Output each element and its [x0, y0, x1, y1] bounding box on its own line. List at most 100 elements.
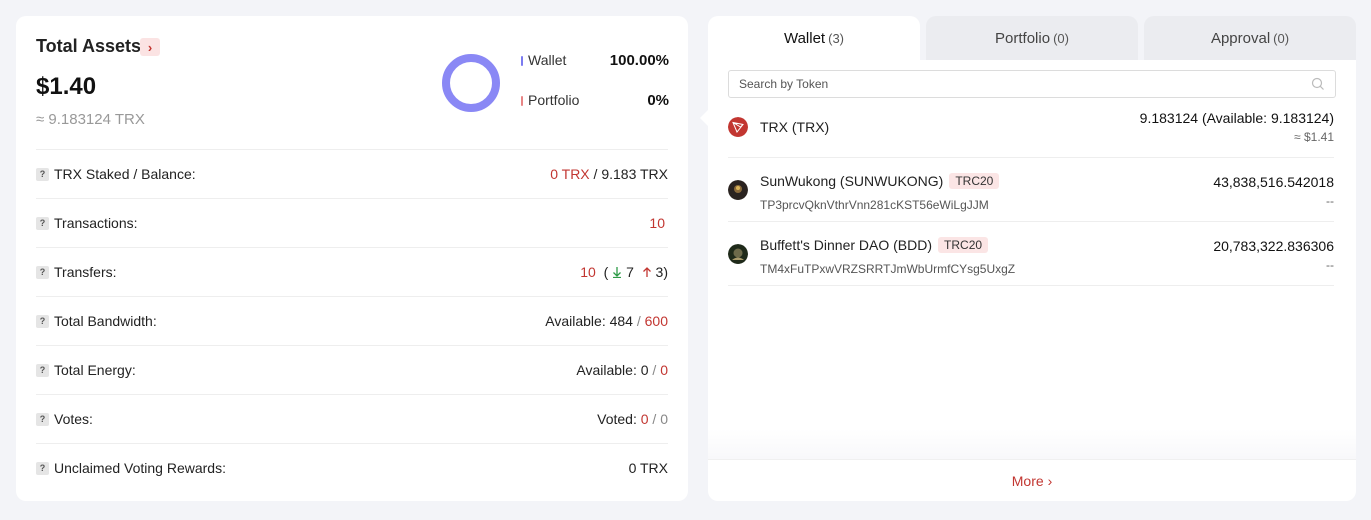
assets-donut-chart [442, 54, 500, 112]
tab-count: (0) [1053, 30, 1069, 46]
chevron-right-icon: › [1047, 472, 1053, 489]
token-name-text: SunWukong (SUNWUKONG) [760, 173, 944, 189]
token-search-input[interactable] [728, 70, 1336, 98]
stat-label: Unclaimed Voting Rewards: [54, 460, 226, 476]
token-row-sunwukong[interactable]: SunWukong (SUNWUKONG) TRC20 TP3prcvQknVth… [728, 158, 1334, 222]
token-value: -- [1326, 258, 1334, 272]
legend-wallet: Wallet 100.00% [521, 52, 669, 72]
token-value: ≈ $1.41 [1294, 130, 1334, 144]
paren-open: ( [603, 264, 609, 280]
tab-approval[interactable]: Approval (0) [1144, 16, 1356, 60]
tab-wallet[interactable]: Wallet (3) [708, 16, 920, 60]
stat-row-staked: ? TRX Staked / Balance: 0 TRX / 9.183 TRX [36, 149, 668, 198]
stat-label: Transactions: [54, 215, 138, 231]
help-icon[interactable]: ? [36, 461, 49, 475]
more-button[interactable]: More › [708, 459, 1356, 501]
token-row-trx[interactable]: TRX (TRX) 9.183124 (Available: 9.183124)… [728, 100, 1334, 158]
bandwidth-total: 600 [644, 313, 668, 329]
token-balance: 9.183124 (Available: 9.183124) [1139, 110, 1334, 126]
legend-portfolio-label: Portfolio [528, 92, 580, 108]
bandwidth-available: Available: 484 [545, 313, 633, 329]
token-value: -- [1326, 194, 1334, 208]
transfers-count-link[interactable]: 10 [580, 264, 596, 280]
search-icon[interactable] [1311, 77, 1325, 91]
total-assets-trx: ≈ 9.183124 TRX [36, 111, 145, 128]
stat-label: Total Bandwidth: [54, 313, 157, 329]
help-icon[interactable]: ? [36, 363, 49, 377]
paren-close: ) [663, 264, 668, 280]
separator: / [593, 166, 598, 182]
tab-label: Portfolio [995, 29, 1051, 47]
list-fade [708, 429, 1356, 459]
tab-count: (0) [1273, 30, 1290, 46]
stat-row-votes: ? Votes: Voted: 0 / 0 [36, 394, 668, 443]
token-name[interactable]: SunWukong (SUNWUKONG) TRC20 [760, 173, 1000, 189]
tab-count: (3) [828, 30, 844, 46]
stat-row-bandwidth: ? Total Bandwidth: Available: 484 / 600 [36, 296, 668, 345]
more-label: More [1011, 472, 1044, 489]
sunwukong-token-icon [728, 180, 748, 200]
legend-portfolio: Portfolio 0% [521, 92, 669, 112]
token-name[interactable]: Buffett's Dinner DAO (BDD) TRC20 [760, 237, 989, 253]
legend-wallet-pct: 100.00% [609, 52, 669, 69]
stat-row-transactions: ? Transactions: 10 [36, 198, 668, 247]
balance-value: 9.183 TRX [601, 166, 668, 182]
token-contract-address[interactable]: TP3prcvQknVthrVnn281cKST56eWiLgJJM [760, 198, 989, 212]
arrow-up-icon [642, 267, 651, 277]
token-name-text: Buffett's Dinner DAO (BDD) [760, 237, 933, 253]
token-name-text: TRX (TRX) [760, 119, 830, 135]
tab-portfolio[interactable]: Portfolio (0) [926, 16, 1138, 60]
help-icon[interactable]: ? [36, 265, 49, 279]
token-row-bdd[interactable]: Buffett's Dinner DAO (BDD) TRC20 TM4xFuTP… [728, 222, 1334, 286]
token-contract-address[interactable]: TM4xFuTPxwVRZSRRTJmWbUrmfCYsg5UxgZ [760, 262, 1016, 276]
votes-voted: 0 [640, 411, 649, 427]
stat-row-transfers: ? Transfers: 10 ( 7 3 ) [36, 247, 668, 296]
total-assets-usd: $1.40 [36, 73, 97, 100]
transfers-in-count: 7 [626, 264, 634, 280]
rewards-value: 0 TRX [628, 460, 668, 476]
token-standard-badge: TRC20 [949, 173, 1000, 189]
wallet-panel: TRX (TRX) 9.183124 (Available: 9.183124)… [700, 60, 1356, 501]
panel-pointer [700, 110, 708, 126]
token-balance: 20,783,322.836306 [1213, 238, 1334, 254]
transfers-out-count: 3 [655, 264, 664, 280]
legend-portfolio-swatch [521, 96, 523, 106]
bdd-token-icon [728, 244, 748, 264]
legend-portfolio-pct: 0% [647, 92, 669, 109]
separator: / [652, 362, 657, 378]
token-holdings-card: Wallet(3) Portfolio(0) Approval(0) TRX (… [700, 16, 1356, 501]
votes-total: 0 [660, 411, 668, 427]
total-assets-card: Total Assets › $1.40 ≈ 9.183124 TRX Wall… [16, 16, 688, 501]
total-assets-title: Total Assets [36, 36, 142, 56]
help-icon[interactable]: ? [36, 216, 49, 230]
tab-label: Approval [1210, 29, 1271, 47]
separator: / [636, 313, 641, 329]
stat-row-energy: ? Total Energy: Available: 0 / 0 [36, 345, 668, 394]
separator: / [652, 411, 657, 427]
donut-wallet-segment [442, 54, 500, 112]
stat-label: TRX Staked / Balance: [54, 166, 196, 182]
help-icon[interactable]: ? [36, 167, 49, 181]
staked-value-link[interactable]: 0 TRX [550, 166, 590, 182]
transactions-count-link[interactable]: 10 [649, 215, 665, 231]
token-balance: 43,838,516.542018 [1213, 174, 1334, 190]
stat-label: Votes: [54, 411, 93, 427]
stat-row-rewards: ? Unclaimed Voting Rewards: 0 TRX [36, 443, 668, 492]
token-standard-badge: TRC20 [938, 237, 989, 253]
trx-token-icon [728, 117, 748, 137]
energy-total: 0 [660, 362, 668, 378]
legend-wallet-label: Wallet [528, 52, 567, 68]
token-name[interactable]: TRX (TRX) [760, 119, 829, 135]
legend-wallet-swatch [521, 56, 523, 66]
stat-label: Transfers: [54, 264, 117, 280]
stats-list: ? TRX Staked / Balance: 0 TRX / 9.183 TRX… [36, 149, 668, 492]
stat-label: Total Energy: [54, 362, 136, 378]
tab-label: Wallet [783, 29, 826, 47]
energy-available: Available: 0 [576, 362, 649, 378]
total-assets-arrow-button[interactable]: › [140, 38, 160, 56]
help-icon[interactable]: ? [36, 412, 49, 426]
help-icon[interactable]: ? [36, 314, 49, 328]
arrow-down-icon [613, 267, 622, 278]
holdings-tabs: Wallet (3) Portfolio (0) Approval (0) [708, 16, 1356, 60]
votes-prefix: Voted: [597, 411, 637, 427]
